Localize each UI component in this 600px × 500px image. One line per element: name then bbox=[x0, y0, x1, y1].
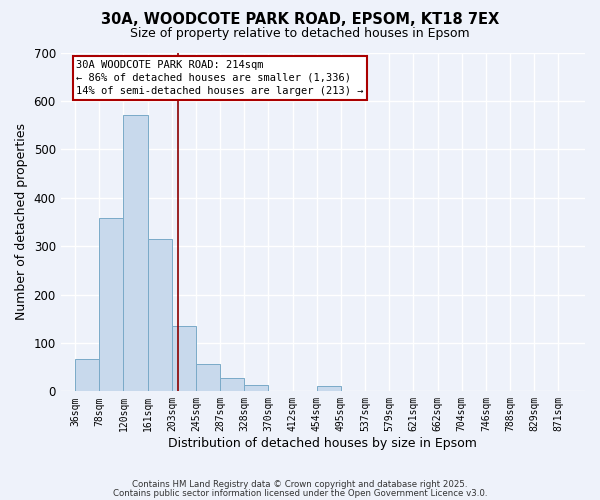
Bar bbox=[148, 239, 172, 392]
Bar bbox=[196, 364, 220, 392]
Bar bbox=[244, 384, 268, 392]
Bar bbox=[124, 116, 148, 392]
Text: Contains HM Land Registry data © Crown copyright and database right 2025.: Contains HM Land Registry data © Crown c… bbox=[132, 480, 468, 489]
Bar bbox=[100, 218, 124, 392]
Bar bbox=[317, 386, 341, 392]
Bar bbox=[75, 359, 100, 392]
Text: Size of property relative to detached houses in Epsom: Size of property relative to detached ho… bbox=[130, 28, 470, 40]
X-axis label: Distribution of detached houses by size in Epsom: Distribution of detached houses by size … bbox=[169, 437, 477, 450]
Text: 30A, WOODCOTE PARK ROAD, EPSOM, KT18 7EX: 30A, WOODCOTE PARK ROAD, EPSOM, KT18 7EX bbox=[101, 12, 499, 28]
Bar bbox=[172, 326, 196, 392]
Text: Contains public sector information licensed under the Open Government Licence v3: Contains public sector information licen… bbox=[113, 488, 487, 498]
Y-axis label: Number of detached properties: Number of detached properties bbox=[15, 124, 28, 320]
Bar bbox=[220, 378, 244, 392]
Text: 30A WOODCOTE PARK ROAD: 214sqm
← 86% of detached houses are smaller (1,336)
14% : 30A WOODCOTE PARK ROAD: 214sqm ← 86% of … bbox=[76, 60, 364, 96]
